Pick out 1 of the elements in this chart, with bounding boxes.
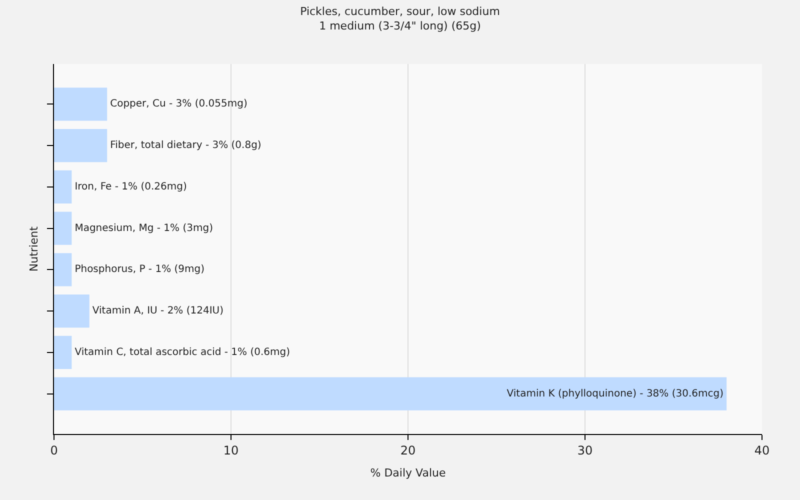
x-tick-label: 40 [754,443,770,458]
